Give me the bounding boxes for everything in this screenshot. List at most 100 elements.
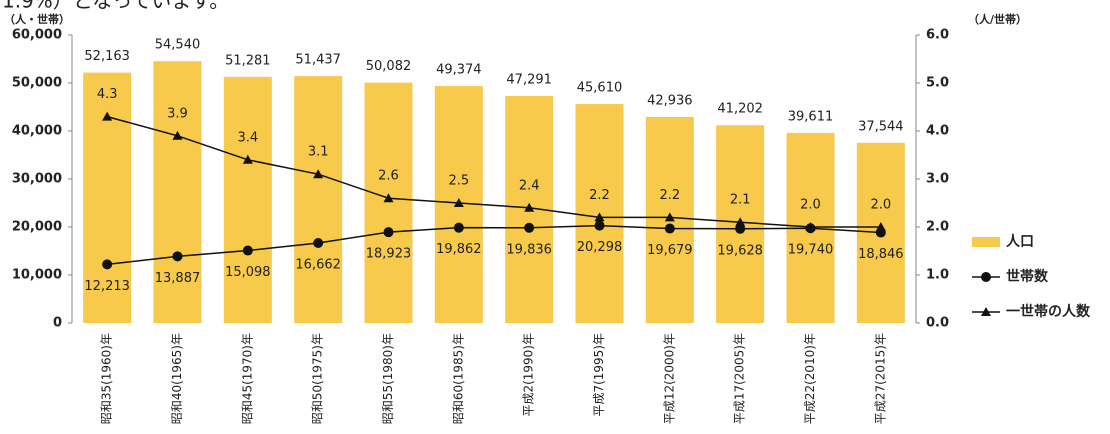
marker — [102, 111, 113, 121]
marker — [313, 238, 324, 249]
bar-value-label: 39,611 — [788, 109, 834, 124]
y-tick-label: 30,000 — [12, 172, 62, 187]
legend-label: 世帯数 — [1006, 268, 1049, 285]
y2-tick-label: 1.0 — [926, 268, 949, 283]
point-value-label: 2.2 — [589, 188, 610, 203]
y-tick-label: 0 — [53, 316, 62, 331]
point-value-label: 3.4 — [237, 130, 258, 145]
point-value-label: 2.5 — [448, 174, 469, 189]
point-value-label: 16,662 — [295, 258, 341, 273]
x-tick-label: 昭和40(1965)年 — [170, 333, 184, 424]
marker — [875, 222, 886, 231]
line — [107, 224, 881, 266]
x-tick-label: 平成7(1995)年 — [592, 333, 606, 417]
marker — [453, 222, 464, 233]
y2-tick-label: 3.0 — [926, 172, 949, 187]
point-value-label: 2.2 — [659, 188, 680, 203]
marker — [735, 223, 746, 234]
legend-label: 一世帯の人数 — [1006, 303, 1091, 320]
x-tick-label: 昭和50(1975)年 — [311, 333, 325, 424]
marker — [242, 245, 253, 256]
marker — [594, 220, 605, 231]
point-value-label: 3.1 — [308, 145, 329, 160]
point-value-label: 19,740 — [788, 243, 834, 258]
x-tick-label: 平成27(2015)年 — [873, 333, 887, 424]
point-value-label: 19,862 — [436, 242, 482, 257]
point-value-label: 18,846 — [858, 247, 904, 262]
marker — [102, 259, 113, 270]
point-value-label: 2.4 — [519, 178, 540, 193]
bar-value-label: 52,163 — [84, 49, 130, 64]
marker — [664, 212, 675, 222]
bar-value-label: 51,281 — [225, 53, 271, 68]
y2-tick-label: 2.0 — [926, 220, 949, 235]
y-tick-label: 10,000 — [12, 268, 62, 283]
y-tick-label: 40,000 — [12, 124, 62, 139]
bar-value-label: 37,544 — [858, 119, 904, 134]
bar — [153, 61, 202, 323]
bar — [223, 76, 272, 323]
y2-tick-label: 5.0 — [926, 76, 949, 91]
x-tick-label: 平成2(1990)年 — [522, 333, 536, 417]
bar-value-label: 49,374 — [436, 63, 482, 78]
legend-marker — [981, 272, 991, 282]
bar-value-label: 54,540 — [155, 38, 201, 53]
point-value-label: 20,298 — [577, 240, 623, 255]
x-tick-label: 平成22(2010)年 — [803, 333, 817, 424]
marker — [383, 193, 394, 203]
bar — [364, 82, 413, 323]
marker — [805, 222, 816, 231]
marker — [664, 223, 675, 234]
y2-tick-label: 6.0 — [926, 28, 949, 43]
marker — [735, 217, 746, 227]
bar-value-label: 50,082 — [366, 59, 412, 74]
point-value-label: 19,628 — [717, 243, 763, 258]
y2-axis-label: （人/世帯） — [968, 12, 1027, 26]
marker — [313, 169, 324, 179]
point-value-label: 18,923 — [366, 247, 412, 262]
legend-swatch — [972, 237, 1000, 247]
legend-marker — [981, 307, 991, 316]
legend-label: 人口 — [1006, 233, 1034, 250]
x-tick-label: 昭和55(1980)年 — [381, 333, 395, 424]
y-tick-label: 60,000 — [12, 28, 62, 43]
marker — [524, 222, 535, 233]
bar-value-label: 42,936 — [647, 93, 693, 108]
x-tick-label: 昭和45(1970)年 — [240, 333, 254, 424]
bar-value-label: 51,437 — [295, 53, 341, 68]
x-tick-label: 平成17(2005)年 — [733, 333, 747, 424]
marker — [594, 212, 605, 222]
y2-tick-label: 0.0 — [926, 316, 949, 331]
bar — [294, 76, 343, 323]
bar-value-label: 47,291 — [506, 73, 552, 88]
y-tick-label: 50,000 — [12, 76, 62, 91]
point-value-label: 3.9 — [167, 106, 188, 121]
point-value-label: 2.6 — [378, 169, 399, 184]
point-value-label: 12,213 — [84, 279, 130, 294]
marker — [172, 251, 183, 262]
point-value-label: 19,836 — [506, 242, 552, 257]
point-value-label: 13,887 — [155, 271, 201, 286]
point-value-label: 19,679 — [647, 243, 693, 258]
y-axis-label: （人・世帯） — [4, 12, 70, 26]
marker — [453, 198, 464, 207]
marker — [242, 154, 253, 164]
bar-value-label: 41,202 — [717, 102, 763, 117]
x-tick-label: 昭和60(1985)年 — [451, 333, 465, 424]
y2-tick-label: 4.0 — [926, 124, 949, 139]
line — [106, 115, 881, 228]
x-tick-label: 平成12(2000)年 — [662, 333, 676, 424]
marker — [524, 202, 535, 212]
marker — [383, 227, 394, 238]
marker — [172, 130, 183, 140]
point-value-label: 15,098 — [225, 265, 271, 280]
point-value-label: 2.0 — [870, 198, 891, 213]
point-value-label: 2.0 — [800, 198, 821, 213]
point-value-label: 4.3 — [97, 87, 118, 102]
caption: 1.9%）となっています。 — [2, 0, 229, 13]
point-value-label: 2.1 — [730, 193, 751, 208]
x-tick-label: 昭和35(1960)年 — [100, 333, 114, 424]
bar-value-label: 45,610 — [577, 81, 623, 96]
y-tick-label: 20,000 — [12, 220, 62, 235]
